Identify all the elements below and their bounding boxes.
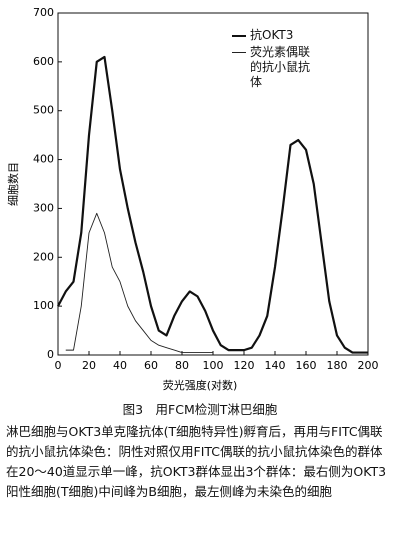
chart: 荧光强度(对数) 细胞数目 0 100 200 300 400 500 600 700 0 20 4… [7,6,379,392]
series-line [57,55,368,354]
legend-item: 荧光素偶联的抗小鼠抗体 [232,45,310,90]
caption: 图3 用FCM检测T淋巴细胞 淋巴细胞与OKT3单克隆抗体(T细胞特异性)孵育后… [6,400,394,502]
caption-text: 淋巴细胞与OKT3单克隆抗体(T细胞特异性)孵育后，再用与FITC偶联的抗小鼠抗… [6,424,387,499]
y-tick-label: 300 [33,201,54,214]
x-tick-label: 80 [175,359,189,372]
legend: 抗OKT3 荧光素偶联的抗小鼠抗体 [232,28,310,92]
x-tick-label: 140 [265,359,286,372]
y-tick-label: 500 [33,104,54,117]
x-axis-label: 荧光强度(对数) [163,378,238,392]
y-axis-label: 细胞数目 [7,162,20,206]
x-tick-label: 200 [358,359,379,372]
x-tick-label: 100 [203,359,224,372]
x-tick-label: 180 [327,359,348,372]
y-tick-label: 0 [47,348,54,361]
y-tick-label: 100 [33,299,54,312]
legend-item: 抗OKT3 [232,28,310,43]
y-tick-label: 400 [33,153,54,166]
x-tick-label: 60 [144,359,158,372]
x-tick-label: 0 [55,359,62,372]
y-tick-label: 200 [33,250,54,263]
legend-swatch [232,52,246,53]
series-line [65,212,213,354]
legend-label: 荧光素偶联的抗小鼠抗体 [250,45,311,89]
legend-label: 抗OKT3 [250,28,294,42]
caption-title: 图3 用FCM检测T淋巴细胞 [122,402,278,417]
legend-swatch [232,35,246,37]
y-tick-label: 700 [33,6,54,19]
x-tick-label: 160 [296,359,317,372]
x-tick-label: 20 [82,359,96,372]
x-tick-label: 40 [113,359,127,372]
x-tick-label: 120 [234,359,255,372]
y-tick-label: 600 [33,55,54,68]
